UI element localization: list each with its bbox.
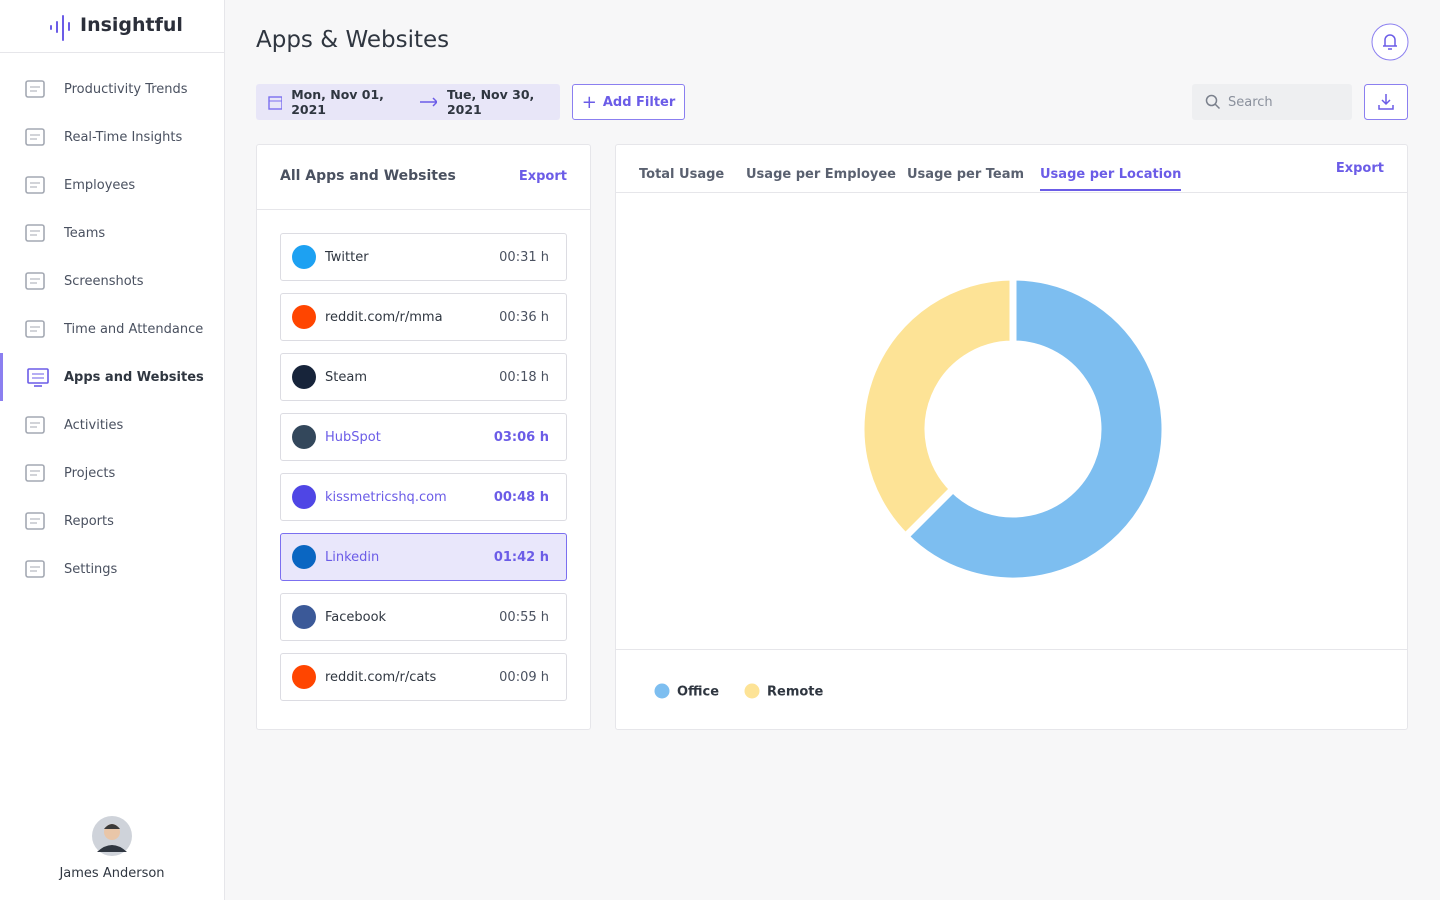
app-item[interactable]: HubSpot 03:06 h (280, 413, 567, 461)
date-end: Tue, Nov 30, 2021 (446, 87, 535, 117)
app-icon (292, 665, 316, 689)
search-input[interactable]: Search (1192, 84, 1352, 120)
nav-icon (25, 80, 45, 98)
nav-item[interactable]: Teams (0, 209, 224, 257)
nav-icon (25, 560, 45, 578)
app-time: 00:55 h (499, 609, 549, 625)
nav-icon (25, 224, 45, 242)
app-item[interactable]: Facebook 00:55 h (280, 593, 567, 641)
app-name: Facebook (325, 609, 387, 625)
app-icon (292, 245, 316, 269)
nav-item[interactable]: Employees (0, 161, 224, 209)
app-icon (292, 425, 316, 449)
app-item[interactable]: reddit.com/r/cats 00:09 h (280, 653, 567, 701)
app-item[interactable]: Twitter 00:31 h (280, 233, 567, 281)
app-icon (292, 485, 316, 509)
nav-item[interactable]: Activities (0, 401, 224, 449)
nav-icon (25, 464, 45, 482)
tab[interactable]: Usage per Team (907, 167, 1025, 182)
nav-icon (25, 320, 45, 338)
date-start: Mon, Nov 01, 2021 (291, 87, 384, 117)
nav-item[interactable]: Apps and Websites (0, 353, 224, 401)
legend-label: Office (677, 685, 719, 700)
app-item[interactable]: Steam 00:18 h (280, 353, 567, 401)
app-time: 00:36 h (499, 309, 549, 325)
nav-icon (27, 368, 49, 387)
page-title: Apps & Websites (256, 27, 450, 53)
tab[interactable]: Usage per Employee (746, 167, 897, 182)
donut-slice (857, 273, 1017, 542)
logo-mark (50, 15, 70, 41)
add-filter-button[interactable]: + Add Filter (572, 84, 685, 120)
avatar[interactable] (92, 816, 132, 856)
download-button[interactable] (1364, 84, 1408, 120)
nav-item[interactable]: Settings (0, 545, 224, 593)
app-name: reddit.com/r/cats (325, 669, 437, 685)
app-item[interactable]: Linkedin 01:42 h (280, 533, 567, 581)
panel-title: All Apps and Websites (280, 168, 456, 184)
nav-icon (25, 512, 45, 530)
donut-chart: Office Remote (654, 273, 1169, 700)
tab[interactable]: Usage per Location (1040, 167, 1182, 191)
nav-item[interactable]: Projects (0, 449, 224, 497)
legend-swatch (654, 683, 670, 699)
brand: Insightful (80, 14, 183, 36)
app-icon (292, 605, 316, 629)
app-time: 01:42 h (493, 549, 549, 565)
app-time: 00:09 h (499, 669, 549, 685)
app-time: 00:48 h (493, 489, 549, 505)
app-item[interactable]: kissmetricshq.com 00:48 h (280, 473, 567, 521)
user-name: James Anderson (59, 866, 165, 881)
nav-icon (25, 128, 45, 146)
notifications-button[interactable] (1371, 23, 1409, 61)
legend-swatch (744, 683, 760, 699)
nav-icon (25, 176, 45, 194)
app-time: 00:31 h (499, 249, 549, 265)
app-icon (292, 545, 316, 569)
search-placeholder: Search (1228, 94, 1273, 110)
app-icon (292, 365, 316, 389)
app-item[interactable]: reddit.com/r/mma 00:36 h (280, 293, 567, 341)
app-name: HubSpot (325, 429, 381, 445)
legend-label: Remote (767, 685, 824, 700)
date-range[interactable]: Mon, Nov 01, 2021 Tue, Nov 30, 2021 (256, 84, 560, 120)
nav-item[interactable]: Productivity Trends (0, 65, 224, 113)
sidebar: Insightful James Anderson Productivity T… (0, 0, 225, 900)
app-name: Steam (325, 369, 367, 385)
app-icon (292, 305, 316, 329)
donut-slice (900, 273, 1169, 585)
tab[interactable]: Total Usage (639, 167, 725, 182)
chart-panel: Export Office Remote Total Usage Usage per… (615, 144, 1408, 730)
app-time: 03:06 h (493, 429, 549, 445)
app-name: reddit.com/r/mma (325, 309, 443, 325)
add-filter-label: Add Filter (602, 94, 676, 110)
arrow-icon (420, 97, 437, 107)
nav-item[interactable]: Reports (0, 497, 224, 545)
app-name: Twitter (325, 249, 369, 265)
nav-item[interactable]: Time and Attendance (0, 305, 224, 353)
nav-icon (25, 272, 45, 290)
nav-item[interactable]: Real-Time Insights (0, 113, 224, 161)
search-icon (1205, 94, 1221, 110)
apps-panel: All Apps and Websites Export Twitter 00:3… (256, 144, 591, 730)
export-link[interactable]: Export (1335, 161, 1384, 176)
app-name: Linkedin (325, 549, 380, 565)
app-name: kissmetricshq.com (325, 489, 447, 505)
calendar-icon (268, 95, 283, 110)
export-link[interactable]: Export (518, 169, 567, 184)
nav-item[interactable]: Screenshots (0, 257, 224, 305)
nav-icon (25, 416, 45, 434)
app-time: 00:18 h (499, 369, 549, 385)
